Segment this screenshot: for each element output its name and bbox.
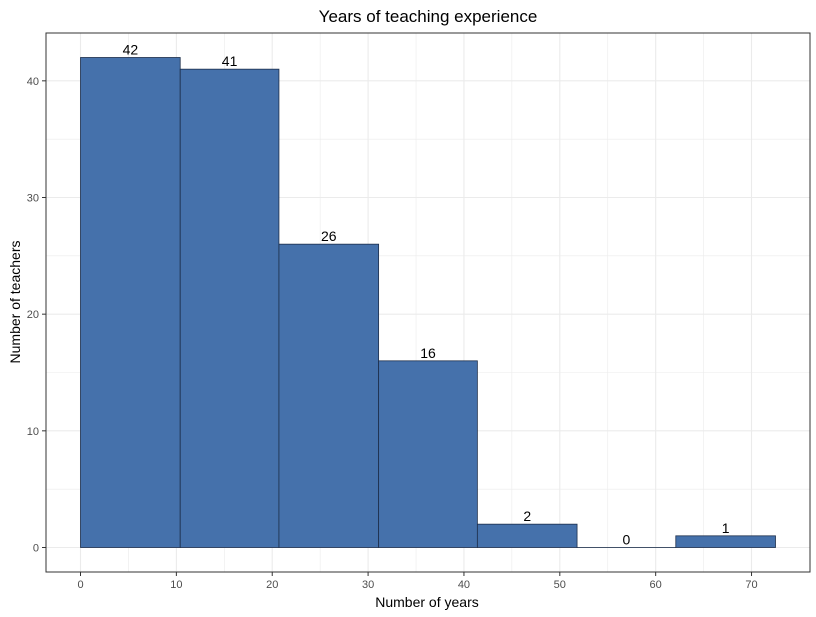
y-axis-title: Number of teachers [7,241,23,364]
histogram-bar [378,360,478,548]
histogram-bar [179,68,280,548]
histogram-bar [80,57,181,548]
x-tick-label: 60 [650,579,662,591]
x-axis-title: Number of years [375,594,478,610]
x-tick-label: 30 [362,579,374,591]
bar-value-label: 1 [722,520,730,536]
bar-value-label: 16 [420,345,436,361]
x-tick-label: 40 [458,579,470,591]
x-tick-label: 50 [554,579,566,591]
x-tick-label: 20 [266,579,278,591]
histogram-bar [476,523,578,548]
data-labels-layer: 42 41 26 16 2 0 1 [123,42,730,548]
chart-title: Years of teaching experience [319,7,538,26]
bar-value-label: 42 [123,42,139,58]
y-tick-label: 40 [27,76,39,88]
y-tick-label: 30 [27,193,39,205]
y-tick-label: 10 [27,426,39,438]
y-tick-label: 20 [27,309,39,321]
bar-value-label: 41 [222,53,238,69]
x-tick-label: 70 [745,579,757,591]
x-tick-label: 0 [77,579,83,591]
bar-value-label: 26 [321,228,337,244]
bar-value-label: 0 [623,532,631,548]
bars-layer [80,57,776,548]
histogram-bar [675,535,776,548]
x-tick-label: 10 [170,579,182,591]
y-tick-label: 0 [33,543,39,555]
histogram-bar [278,243,380,548]
panel-border [45,32,811,573]
bar-value-label: 2 [523,508,531,524]
